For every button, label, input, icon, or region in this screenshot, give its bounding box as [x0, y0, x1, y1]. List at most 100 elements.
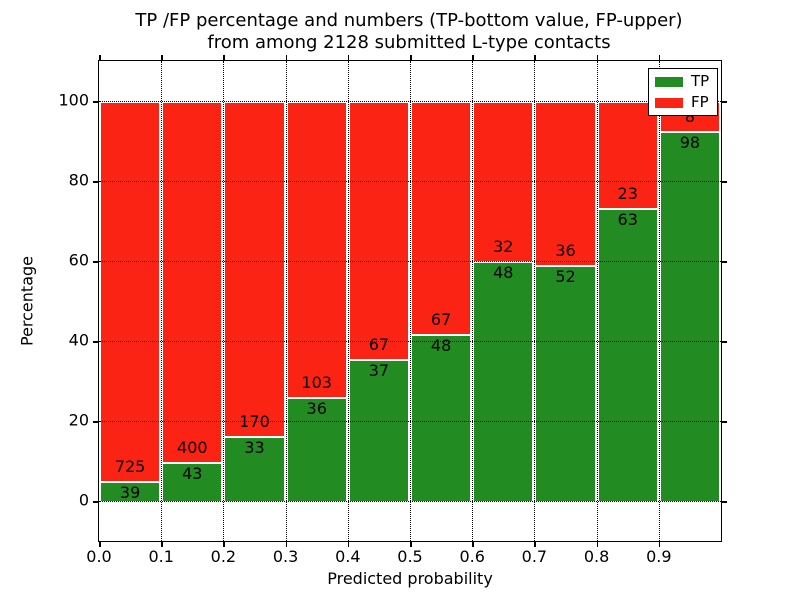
chart-title-line1: TP /FP percentage and numbers (TP-bottom…: [135, 10, 683, 31]
x-tick-bottom: [472, 541, 474, 547]
y-tick-left: [93, 341, 99, 343]
horizontal-gridline: [99, 181, 721, 182]
fp-count-label: 725: [114, 456, 146, 476]
tp-count-label: 48: [430, 336, 452, 356]
fp-count-label: 67: [430, 310, 452, 330]
fp-count-label: 170: [239, 411, 270, 431]
y-tick-right: [721, 261, 727, 263]
plot-area: 725 39 400 43 170 33 103 36 67 37 67 48 32 48 36 52 23 63…: [18, 55, 727, 588]
fp-count-label: 103: [301, 373, 332, 393]
x-tick-top: [161, 55, 163, 61]
legend-item-label: FP: [691, 93, 709, 111]
tp-count-label: 37: [368, 360, 390, 380]
y-tick-left: [93, 261, 99, 263]
tp-bar-segment: [534, 264, 597, 501]
tp-bar-segment: [285, 397, 348, 501]
tp-bar-segment: [410, 334, 473, 501]
chart-title: TP /FP percentage and numbers (TP-bottom…: [98, 10, 720, 54]
fp-legend-swatch: [655, 97, 683, 108]
y-tick-right: [721, 421, 727, 423]
x-axis-label: Predicted probability: [327, 569, 493, 588]
fp-count-label: 400: [177, 438, 208, 458]
tp-bar-segment: [472, 261, 535, 501]
tp-count-label: 43: [182, 464, 203, 484]
x-tick-label: 0.1: [148, 547, 174, 566]
fp-bar-segment: [99, 101, 162, 481]
tp-bar-segment: [161, 462, 224, 501]
x-tick-label: 0.3: [272, 547, 299, 566]
y-tick-label: 100: [58, 90, 89, 110]
y-tick-left: [93, 501, 99, 503]
x-tick-label: 0.6: [459, 547, 485, 566]
x-tick-bottom: [161, 541, 163, 547]
tp-count-label: 39: [119, 482, 141, 502]
legend-item: TP: [655, 74, 709, 89]
vertical-gridline: [472, 61, 474, 541]
fp-count-label: 32: [493, 237, 514, 256]
legend-item-label: TP: [691, 72, 710, 90]
fp-bar-segment: [534, 101, 597, 265]
tp-count-label: 63: [617, 209, 638, 229]
y-tick-label: 0: [78, 490, 89, 510]
x-tick-label: 0.2: [210, 547, 237, 566]
x-tick-top: [658, 55, 661, 61]
tp-count-label: 33: [244, 437, 265, 457]
x-tick-top: [410, 55, 412, 61]
x-tick-top: [285, 55, 288, 61]
y-tick-right: [721, 341, 727, 343]
x-tick-label: 0.7: [521, 547, 548, 566]
fp-count-label: 36: [555, 240, 576, 260]
x-tick-label: 0.9: [646, 547, 672, 566]
legend-box: TP FP: [648, 68, 719, 116]
y-tick-left: [93, 421, 99, 423]
fp-count-label: 67: [368, 334, 390, 354]
horizontal-gridline: [99, 501, 721, 502]
fp-bar-segment: [410, 101, 473, 335]
y-tick-left: [93, 101, 99, 103]
tp-bar-segment: [596, 207, 659, 501]
x-tick-bottom: [285, 541, 288, 547]
x-tick-bottom: [223, 541, 225, 547]
tp-bar-segment: [99, 480, 162, 501]
fp-bar-segment: [596, 101, 659, 208]
horizontal-gridline: [99, 341, 721, 342]
fp-bar-segment: [223, 101, 286, 436]
x-tick-top: [596, 55, 599, 61]
x-tick-bottom: [658, 541, 661, 547]
y-tick-label: 60: [68, 250, 89, 270]
fp-count-label: 8: [684, 107, 695, 127]
x-tick-label: 0.0: [86, 547, 112, 566]
legend-item: FP: [655, 95, 709, 110]
x-tick-top: [534, 55, 536, 61]
tp-count-label: 36: [306, 399, 327, 419]
x-tick-top: [223, 55, 225, 61]
fp-bar-segment: [161, 101, 224, 463]
fp-bar-segment: [347, 101, 410, 359]
x-tick-label: 0.4: [335, 547, 361, 566]
x-tick-bottom: [347, 541, 350, 547]
tp-count-label: 52: [555, 266, 576, 286]
y-tick-left: [93, 181, 99, 183]
x-tick-top: [347, 55, 350, 61]
horizontal-gridline: [99, 101, 721, 102]
tp-legend-swatch: [655, 76, 683, 87]
x-tick-bottom: [596, 541, 599, 547]
x-tick-bottom: [534, 541, 536, 547]
chart-title-line2: from among 2128 submitted L-type contact…: [207, 31, 611, 53]
y-tick-right: [721, 181, 727, 183]
vertical-gridline: [410, 61, 411, 541]
tp-count-label: 98: [679, 133, 701, 153]
vertical-gridline: [347, 61, 349, 541]
y-tick-right: [721, 101, 727, 103]
tp-bar-segment: [347, 358, 410, 501]
x-tick-top: [99, 55, 101, 61]
horizontal-gridline: [99, 261, 721, 262]
x-tick-bottom: [99, 541, 101, 547]
y-axis-label: Percentage: [17, 255, 37, 347]
fp-count-label: 23: [617, 183, 638, 203]
x-tick-label: 0.8: [583, 547, 610, 566]
horizontal-gridline: [99, 421, 721, 422]
fp-bar-segment: [285, 101, 348, 398]
vertical-gridline: [534, 61, 536, 541]
tp-bar-segment: [223, 435, 286, 501]
